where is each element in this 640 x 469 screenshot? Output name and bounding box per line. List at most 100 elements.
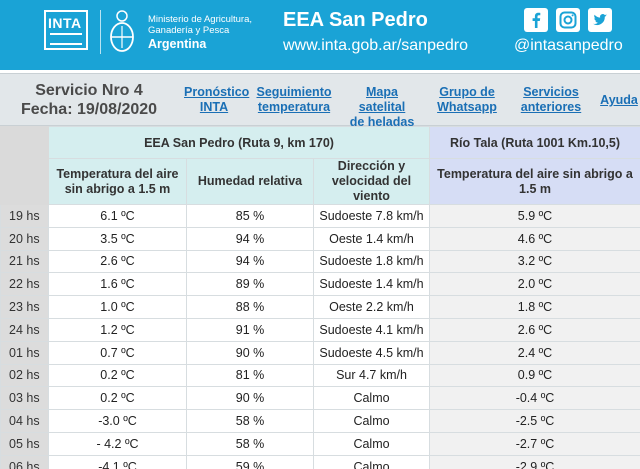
table-row: 06 hs -4.1 ºC 59 % Calmo -2.9 ºC bbox=[0, 454, 640, 469]
humidity-cell: 94 % bbox=[186, 249, 314, 274]
social-icons bbox=[524, 8, 612, 32]
hour-cell: 04 hs bbox=[0, 409, 49, 433]
social-handle[interactable]: @intasanpedro bbox=[514, 37, 623, 54]
table-row: 01 hs 0.7 ºC 90 % Sudoeste 4.5 km/h 2.4 … bbox=[0, 340, 640, 365]
rio-tala-temperature-cell: 2.4 ºC bbox=[429, 340, 640, 365]
nav-link-mapa-satelital[interactable]: Mapa satelital de heladas bbox=[342, 85, 422, 130]
temperature-cell: 1.0 ºC bbox=[48, 295, 187, 319]
facebook-icon[interactable] bbox=[524, 8, 548, 32]
wind-cell: Sudoeste 7.8 km/h bbox=[313, 204, 430, 228]
instagram-icon[interactable] bbox=[556, 8, 580, 32]
hour-cell: 05 hs bbox=[0, 431, 49, 456]
ministry-line2: Ganadería y Pesca bbox=[148, 25, 230, 36]
hour-cell: 21 hs bbox=[0, 249, 49, 274]
logo-divider bbox=[100, 10, 101, 54]
nav-link-seguimiento[interactable]: Seguimiento temperatura bbox=[256, 85, 332, 115]
table-row: 22 hs 1.6 ºC 89 % Sudoeste 1.4 km/h 2.0 … bbox=[0, 272, 640, 297]
rio-tala-temperature-cell: 2.6 ºC bbox=[429, 317, 640, 342]
wind-cell: Calmo bbox=[313, 431, 430, 456]
station-title: EEA San Pedro bbox=[283, 9, 428, 31]
header-blank bbox=[0, 126, 49, 159]
table-row: 03 hs 0.2 ºC 90 % Calmo -0.4 ºC bbox=[0, 386, 640, 411]
service-info: Servicio Nro 4 Fecha: 19/08/2020 bbox=[0, 81, 178, 119]
col-header-humidity: Humedad relativa bbox=[186, 158, 314, 205]
humidity-cell: 59 % bbox=[186, 454, 314, 469]
hour-cell: 22 hs bbox=[0, 272, 49, 297]
nav-link-pronostico[interactable]: Pronóstico INTA bbox=[184, 85, 250, 115]
hour-cell: 23 hs bbox=[0, 295, 49, 319]
humidity-cell: 81 % bbox=[186, 363, 314, 388]
humidity-cell: 94 % bbox=[186, 226, 314, 251]
humidity-cell: 90 % bbox=[186, 386, 314, 411]
nav-link-ayuda[interactable]: Ayuda bbox=[600, 93, 638, 108]
humidity-cell: 90 % bbox=[186, 340, 314, 365]
table-row: 05 hs - 4.2 ºC 58 % Calmo -2.7 ºC bbox=[0, 431, 640, 456]
hour-cell: 19 hs bbox=[0, 204, 49, 228]
wind-cell: Oeste 2.2 km/h bbox=[313, 295, 430, 319]
ministry-line1: Ministerio de Agricultura, bbox=[148, 14, 253, 25]
rio-tala-temperature-cell: 1.8 ºC bbox=[429, 295, 640, 319]
humidity-cell: 58 % bbox=[186, 409, 314, 433]
wind-cell: Calmo bbox=[313, 386, 430, 411]
hour-cell: 01 hs bbox=[0, 340, 49, 365]
nav-link-line: temperatura bbox=[257, 100, 331, 114]
table-row: 21 hs 2.6 ºC 94 % Sudoeste 1.8 km/h 3.2 … bbox=[0, 249, 640, 274]
nav-link-line: de heladas bbox=[349, 115, 415, 129]
temperature-table: EEA San Pedro (Ruta 9, km 170) Río Tala … bbox=[0, 126, 640, 469]
nav-link-whatsapp[interactable]: Grupo de Whatsapp bbox=[434, 85, 500, 115]
wind-cell: Oeste 1.4 km/h bbox=[313, 226, 430, 251]
group-header-rio-tala: Río Tala (Ruta 1001 Km.10,5) bbox=[429, 126, 640, 159]
nav-link-line: Mapa satelital bbox=[358, 85, 406, 114]
temperature-cell: 6.1 ºC bbox=[48, 204, 187, 228]
rio-tala-temperature-cell: 0.9 ºC bbox=[429, 363, 640, 388]
col-header-temperature: Temperatura del aire sin abrigo a 1.5 m bbox=[48, 158, 187, 205]
rio-tala-temperature-cell: 3.2 ºC bbox=[429, 249, 640, 274]
nav-link-line: anteriores bbox=[520, 100, 582, 114]
table-row: 23 hs 1.0 ºC 88 % Oeste 2.2 km/h 1.8 ºC bbox=[0, 295, 640, 319]
service-nav: Servicio Nro 4 Fecha: 19/08/2020 Pronóst… bbox=[0, 73, 640, 129]
temperature-cell: 3.5 ºC bbox=[48, 226, 187, 251]
nav-link-line: Grupo de bbox=[439, 85, 495, 99]
service-number: Servicio Nro 4 bbox=[35, 82, 143, 99]
station-url[interactable]: www.inta.gob.ar/sanpedro bbox=[283, 37, 468, 54]
humidity-cell: 58 % bbox=[186, 431, 314, 456]
nav-link-line: Pronóstico bbox=[184, 85, 250, 99]
inta-logo-text: INTA bbox=[48, 15, 82, 31]
table-row: 19 hs 6.1 ºC 85 % Sudoeste 7.8 km/h 5.9 … bbox=[0, 204, 640, 228]
wind-cell: Sur 4.7 km/h bbox=[313, 363, 430, 388]
header-blank bbox=[0, 158, 49, 205]
rio-tala-temperature-cell: 5.9 ºC bbox=[429, 204, 640, 228]
rio-tala-temperature-cell: -0.4 ºC bbox=[429, 386, 640, 411]
rio-tala-temperature-cell: -2.9 ºC bbox=[429, 454, 640, 469]
rio-tala-temperature-cell: -2.7 ºC bbox=[429, 431, 640, 456]
table-row: 24 hs 1.2 ºC 91 % Sudoeste 4.1 km/h 2.6 … bbox=[0, 317, 640, 342]
service-date: Fecha: 19/08/2020 bbox=[20, 101, 158, 118]
temperature-cell: 1.2 ºC bbox=[48, 317, 187, 342]
nav-link-servicios-anteriores[interactable]: Servicios anteriores bbox=[520, 85, 582, 115]
ministry-country: Argentina bbox=[148, 37, 207, 51]
wind-cell: Calmo bbox=[313, 409, 430, 433]
temperature-cell: 0.7 ºC bbox=[48, 340, 187, 365]
table-row: 02 hs 0.2 ºC 81 % Sur 4.7 km/h 0.9 ºC bbox=[0, 363, 640, 388]
wind-cell: Sudoeste 4.5 km/h bbox=[313, 340, 430, 365]
wind-cell: Sudoeste 1.4 km/h bbox=[313, 272, 430, 297]
inta-logo[interactable]: INTA bbox=[44, 10, 88, 50]
hour-cell: 06 hs bbox=[0, 454, 49, 469]
rio-tala-temperature-cell: -2.5 ºC bbox=[429, 409, 640, 433]
wind-cell: Sudoeste 1.8 km/h bbox=[313, 249, 430, 274]
table-row: 04 hs -3.0 ºC 58 % Calmo -2.5 ºC bbox=[0, 409, 640, 433]
nav-link-line: Servicios bbox=[523, 85, 579, 99]
humidity-cell: 88 % bbox=[186, 295, 314, 319]
humidity-cell: 89 % bbox=[186, 272, 314, 297]
hour-cell: 24 hs bbox=[0, 317, 49, 342]
nav-link-line: INTA bbox=[199, 100, 229, 114]
twitter-icon[interactable] bbox=[588, 8, 612, 32]
rio-tala-temperature-cell: 2.0 ºC bbox=[429, 272, 640, 297]
temperature-cell: 1.6 ºC bbox=[48, 272, 187, 297]
nav-link-line: Whatsapp bbox=[437, 100, 497, 114]
ministry-block: Ministerio de Agricultura, Ganadería y P… bbox=[148, 14, 252, 53]
nav-link-line: Seguimiento bbox=[256, 85, 332, 99]
hour-cell: 02 hs bbox=[0, 363, 49, 388]
hour-cell: 03 hs bbox=[0, 386, 49, 411]
humidity-cell: 85 % bbox=[186, 204, 314, 228]
